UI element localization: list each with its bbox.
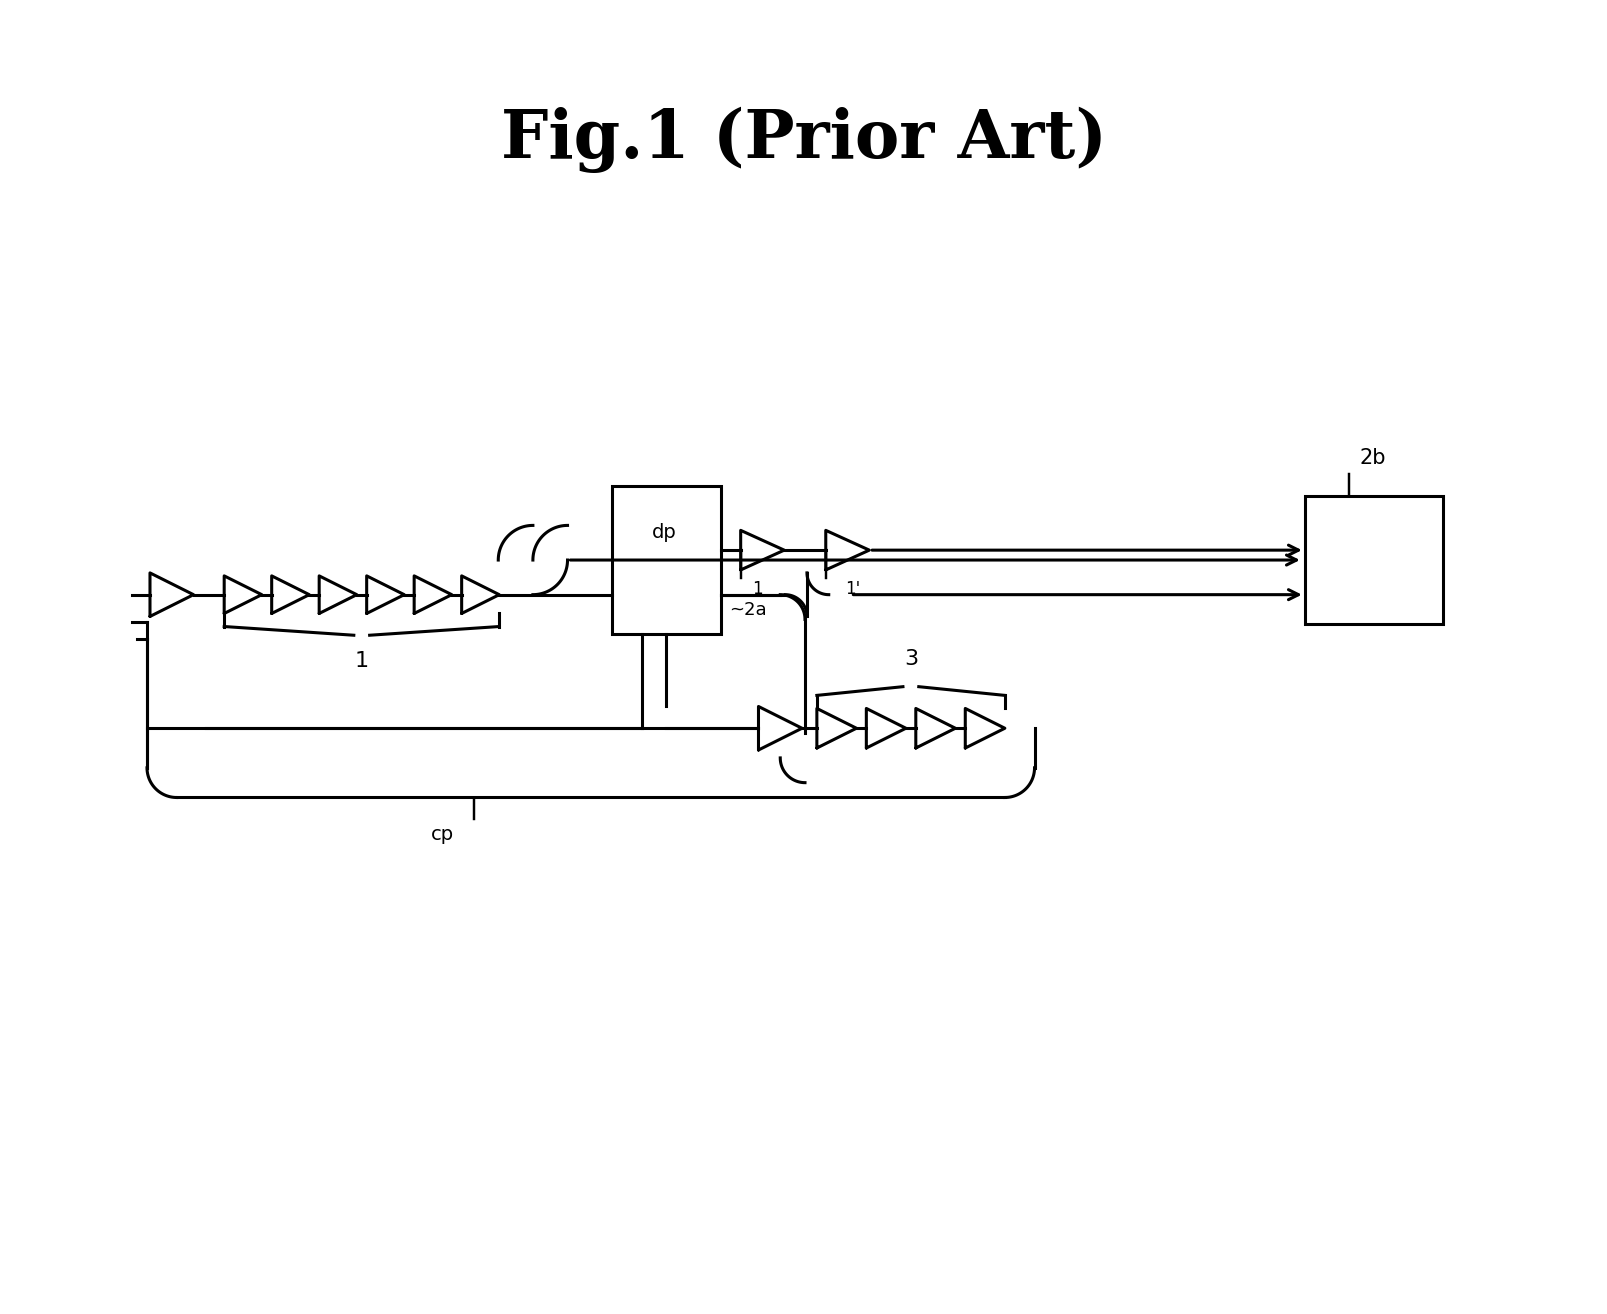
Text: 1: 1 [752,579,762,598]
Text: 3: 3 [903,649,918,669]
Text: 1': 1' [844,579,860,598]
Text: 1: 1 [355,650,368,671]
Text: 2b: 2b [1358,448,1385,468]
Text: ~2a: ~2a [728,602,767,619]
Text: cp: cp [431,825,453,844]
Text: Fig.1 (Prior Art): Fig.1 (Prior Art) [501,106,1106,172]
Bar [612,486,720,635]
Text: dp: dp [651,523,677,543]
Bar [1303,495,1441,624]
